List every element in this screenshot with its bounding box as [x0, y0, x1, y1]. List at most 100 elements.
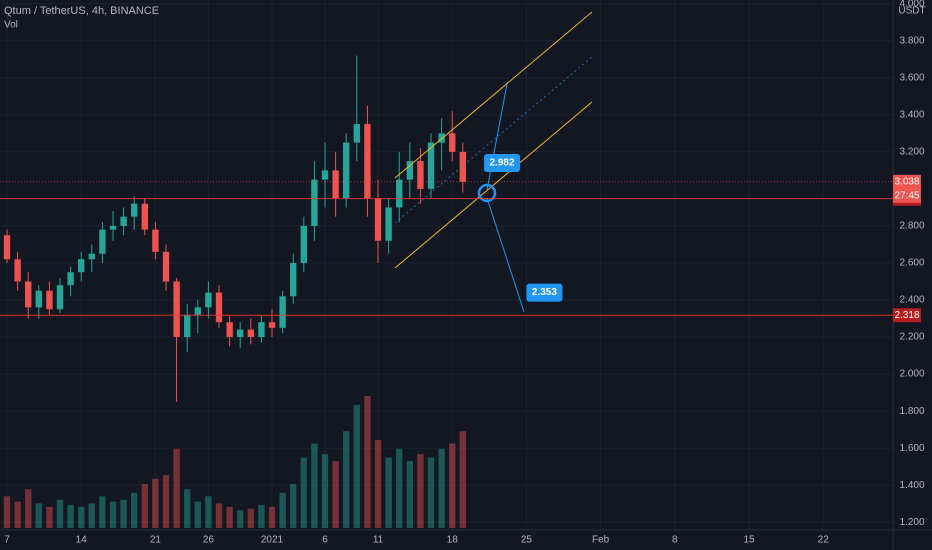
chart-title: Qtum / TetherUS, 4h, BINANCE [4, 5, 159, 17]
candle-body [141, 203, 148, 230]
x-tick-label: 8 [672, 535, 678, 546]
x-tick-label: 25 [521, 535, 533, 546]
candle-body [173, 281, 180, 338]
y-tick-label: 3.200 [899, 146, 924, 157]
candle-body [78, 259, 85, 273]
candle-body [3, 235, 11, 260]
candle-body [268, 322, 276, 328]
candle-body [438, 133, 445, 143]
volume-bar [141, 484, 148, 528]
candle-body [459, 151, 467, 182]
candle-body [374, 198, 382, 241]
volume-bar [459, 431, 467, 528]
x-tick-label: 15 [743, 535, 755, 546]
candle-body [184, 314, 191, 338]
candle-body [152, 229, 159, 252]
channel-bottom [394, 101, 593, 269]
candle-body [35, 290, 42, 308]
candle-body [88, 253, 95, 260]
volume-bar [78, 506, 85, 528]
volume-bar [343, 431, 350, 528]
callout-label: 2.982 [490, 158, 515, 169]
volume-bar [311, 443, 318, 528]
y-tick-label: 2.200 [899, 332, 924, 343]
candle-body [279, 296, 286, 328]
candle-body [343, 142, 350, 199]
y-tick-label: 2.600 [899, 258, 924, 269]
volume-bar [215, 503, 223, 528]
candle-body [162, 251, 170, 282]
candle-body [417, 161, 424, 189]
volume-label: Vol [4, 20, 18, 31]
x-tick-label: 22 [818, 535, 830, 546]
y-tick-label: 1.800 [899, 406, 924, 417]
price-tag [893, 174, 921, 203]
volume-bar [364, 396, 371, 528]
y-tick-label: 1.200 [899, 517, 924, 528]
candle-body [385, 207, 392, 241]
volume-bar [131, 492, 138, 528]
x-tick-label: 6 [322, 535, 328, 546]
volume-bar [406, 461, 414, 528]
candle-body [205, 292, 212, 308]
currency: USDT [898, 6, 925, 17]
volume-bar [184, 489, 191, 528]
volume-bar [247, 508, 254, 528]
candle-body [427, 142, 435, 189]
arrow-down [486, 197, 525, 313]
volume-bar [67, 505, 74, 528]
volume-bar [300, 457, 307, 528]
y-tick-label: 2.800 [899, 221, 924, 232]
volume-bar [25, 489, 32, 528]
candle-body [258, 322, 265, 338]
y-tick-label: 2.000 [899, 369, 924, 380]
candle-body [353, 124, 360, 143]
x-tick-label: 14 [76, 535, 88, 546]
candle-body [332, 170, 339, 199]
volume-bar [109, 501, 117, 528]
x-tick-label: Feb [592, 535, 610, 546]
volume-bar [385, 457, 392, 528]
candle-body [67, 272, 74, 286]
volume-bar [120, 499, 127, 528]
volume-bar [162, 475, 170, 528]
y-tick-label: 1.400 [899, 480, 924, 491]
level-tag [893, 308, 921, 323]
volume-bar [268, 506, 276, 528]
candle-body [311, 179, 318, 226]
candle-body [109, 225, 117, 230]
y-tick-label: 2.400 [899, 295, 924, 306]
volume-bar [205, 496, 212, 528]
volume-bar [290, 484, 297, 528]
channel-top [394, 11, 593, 179]
candle-body [290, 262, 297, 297]
candle-body [396, 179, 403, 208]
candle-body [215, 292, 223, 323]
callout-box [484, 153, 521, 172]
candle-body [364, 124, 371, 199]
volume-bar [427, 457, 435, 528]
candle-body [46, 290, 53, 310]
candle-body [406, 161, 414, 180]
volume-bar [353, 404, 360, 528]
volume-bar [332, 461, 339, 528]
volume-bar [258, 505, 265, 528]
volume-bar [438, 448, 445, 528]
volume-bar [56, 499, 64, 528]
y-tick-label: 3.400 [899, 109, 924, 120]
volume-bar [35, 503, 42, 528]
drawings: 2.982 2.353 [394, 11, 593, 313]
volume-bar [152, 478, 159, 528]
volume-bar [14, 501, 21, 528]
x-tick-label: 26 [203, 535, 215, 546]
y-tick-label: 3.800 [899, 35, 924, 46]
candle-body [131, 203, 138, 217]
arrow-up [486, 83, 508, 191]
candle-body [321, 170, 329, 180]
volume-bar [279, 492, 286, 528]
level-label: 2.318 [894, 310, 919, 321]
volume-bar [194, 501, 201, 528]
volume-bar [46, 506, 53, 528]
candle-body [194, 307, 201, 315]
